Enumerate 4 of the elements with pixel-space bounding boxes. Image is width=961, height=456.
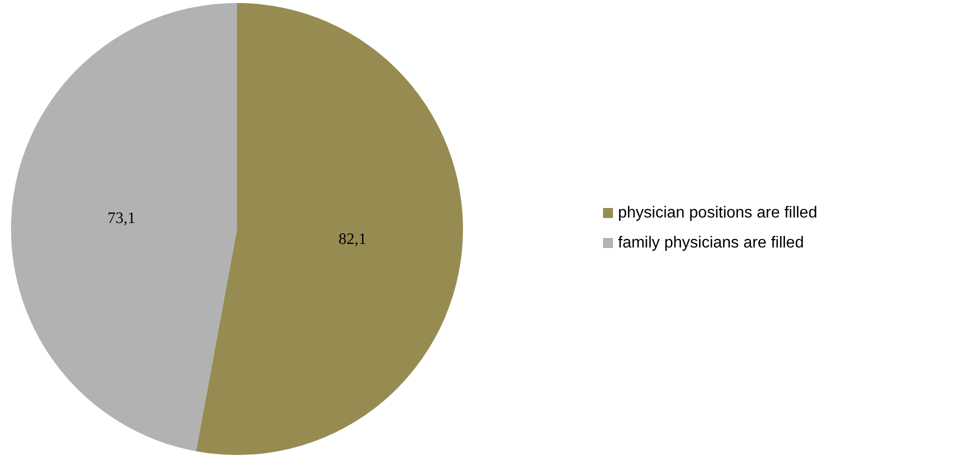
legend-label: family physicians are filled [618, 234, 804, 252]
data-label: 73,1 [107, 210, 136, 227]
legend-label: physician positions are filled [618, 204, 818, 222]
data-label: 82,1 [338, 231, 367, 248]
